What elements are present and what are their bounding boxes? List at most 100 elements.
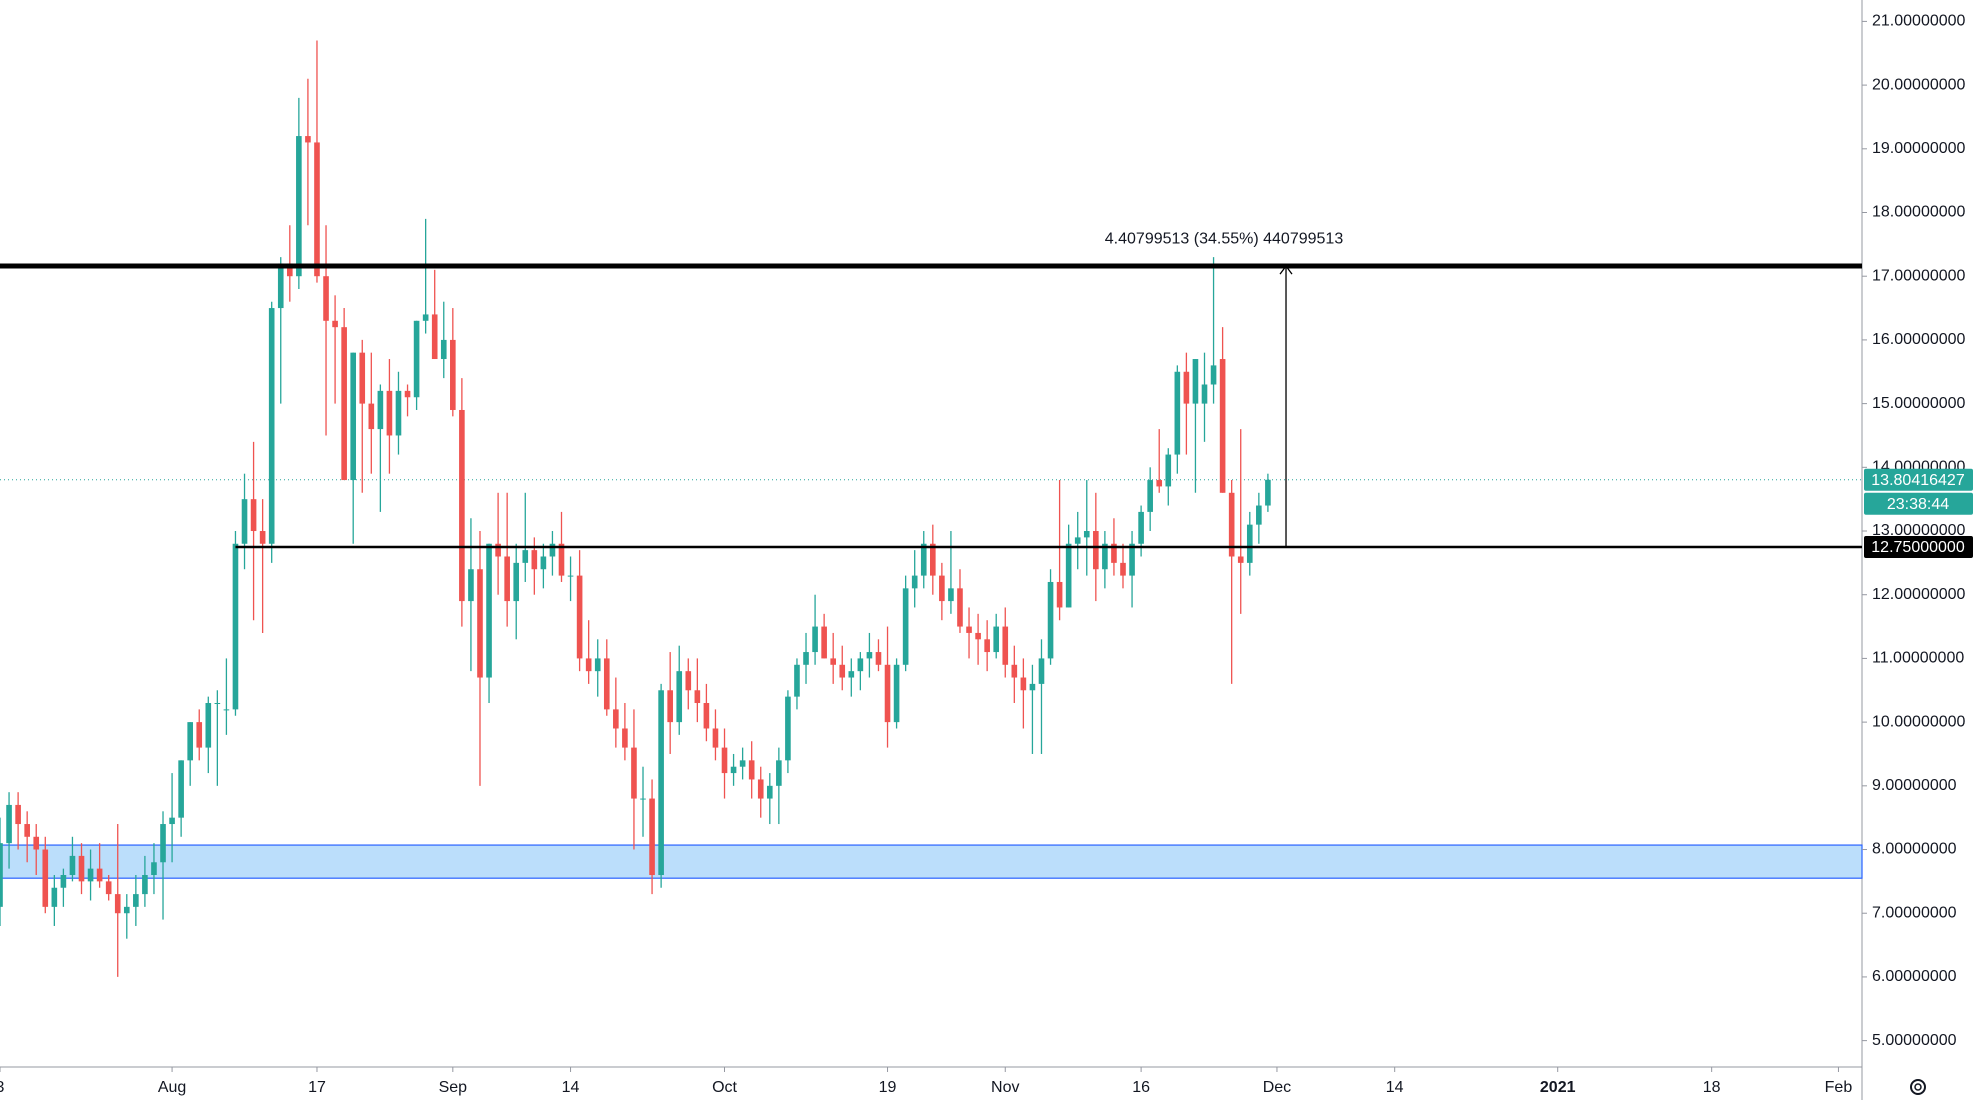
candle-body [377, 390, 384, 430]
candle-body [1228, 492, 1235, 557]
candle-body [1047, 581, 1054, 659]
y-tick-label: 20.00000000 [1872, 76, 1966, 93]
x-tick-label: 17 [308, 1079, 326, 1096]
y-tick-label: 19.00000000 [1872, 140, 1966, 157]
candle-body [169, 817, 175, 825]
candle-body [522, 550, 529, 563]
candle-body [359, 352, 366, 404]
candle-body [1002, 626, 1009, 665]
candle-body [884, 664, 891, 723]
candle-body [214, 703, 221, 705]
candle-body [1102, 543, 1108, 570]
candle-body [948, 588, 954, 602]
candle-body [902, 588, 909, 665]
candle-body [721, 747, 728, 774]
candle-body [966, 626, 972, 633]
candle-body [930, 543, 936, 576]
candle-body [730, 766, 737, 774]
x-tick-label: 2021 [1540, 1079, 1576, 1096]
countdown-badge: 23:38:44 [1864, 492, 1973, 515]
candle-body [15, 804, 21, 825]
candle-body [613, 709, 619, 729]
y-tick-label: 15.00000000 [1872, 395, 1966, 412]
candle-body [857, 658, 864, 672]
candle-body [1056, 581, 1063, 608]
candle-body [24, 824, 30, 837]
candle-body [187, 722, 193, 761]
y-tick-label: 17.00000000 [1872, 267, 1966, 284]
candle-body [1256, 505, 1262, 525]
candle-body [259, 531, 266, 544]
settings-icon-ring[interactable] [1910, 1079, 1926, 1095]
candle-body [1201, 384, 1208, 404]
candle-body [241, 499, 248, 544]
x-tick-label: 16 [1132, 1079, 1150, 1096]
candle-body [766, 785, 773, 799]
candle-body [341, 327, 347, 481]
candle-body [712, 728, 719, 748]
candle-body [413, 320, 420, 398]
candle-body [114, 894, 121, 914]
measure-label: 4.40799513 (34.55%) 440799513 [1105, 230, 1344, 247]
candle-body [812, 626, 818, 653]
candle-body [440, 339, 447, 360]
x-tick-label: Dec [1263, 1079, 1291, 1096]
candle-body [0, 843, 3, 907]
candle-body [350, 352, 357, 481]
y-tick-label: 13.00000000 [1872, 522, 1966, 539]
candle-body [631, 747, 637, 799]
candle-body [1219, 359, 1226, 493]
candle-body [286, 263, 293, 277]
candle-body [314, 142, 320, 277]
support-badge: 12.75000000 [1864, 535, 1973, 558]
y-tick-label: 8.00000000 [1872, 841, 1957, 858]
candle-body [33, 836, 40, 850]
settings-icon[interactable] [1910, 1079, 1926, 1095]
x-tick-label: Aug [158, 1079, 186, 1096]
x-tick-label: 14 [562, 1079, 580, 1096]
y-tick-label: 7.00000000 [1872, 904, 1957, 921]
candle-body [250, 499, 257, 532]
candle-body [123, 906, 130, 914]
candle-body [622, 728, 628, 748]
candle-body [1038, 658, 1045, 684]
x-tick-label: 19 [879, 1079, 897, 1096]
y-tick-label: 6.00000000 [1872, 968, 1957, 985]
candle-body [1147, 480, 1153, 512]
candle-body [830, 658, 836, 665]
candle-body [1237, 556, 1244, 563]
candle-body [277, 263, 284, 309]
candle-body [757, 779, 764, 799]
candle-body [694, 690, 701, 704]
candle-body [422, 314, 429, 321]
candle-body [368, 403, 375, 430]
candle-body [676, 671, 683, 723]
candle-body [323, 276, 329, 321]
candle-body [667, 690, 673, 723]
x-tick-label: 3 [0, 1079, 5, 1096]
x-tick-label: Nov [991, 1079, 1019, 1096]
x-tick-label: Sep [439, 1079, 468, 1096]
candle-body [513, 562, 520, 602]
candle-body [739, 760, 746, 767]
candle-body [875, 652, 882, 665]
settings-icon-hub[interactable] [1914, 1083, 1922, 1091]
candle-body [69, 855, 76, 876]
candle-body [993, 626, 1000, 653]
candle-body [1246, 524, 1253, 563]
candle-body [196, 722, 203, 748]
candle-body [87, 868, 94, 882]
candle-body [486, 543, 492, 678]
candle-body [205, 703, 212, 748]
candle-body [296, 136, 302, 277]
candle-body [685, 671, 692, 691]
candle-body [603, 658, 610, 710]
y-tick-label: 16.00000000 [1872, 331, 1966, 348]
candle-body [1020, 677, 1027, 691]
candle-body [78, 855, 85, 882]
candle-body [567, 575, 574, 577]
candle-body [576, 575, 583, 659]
candle-body [893, 664, 900, 723]
